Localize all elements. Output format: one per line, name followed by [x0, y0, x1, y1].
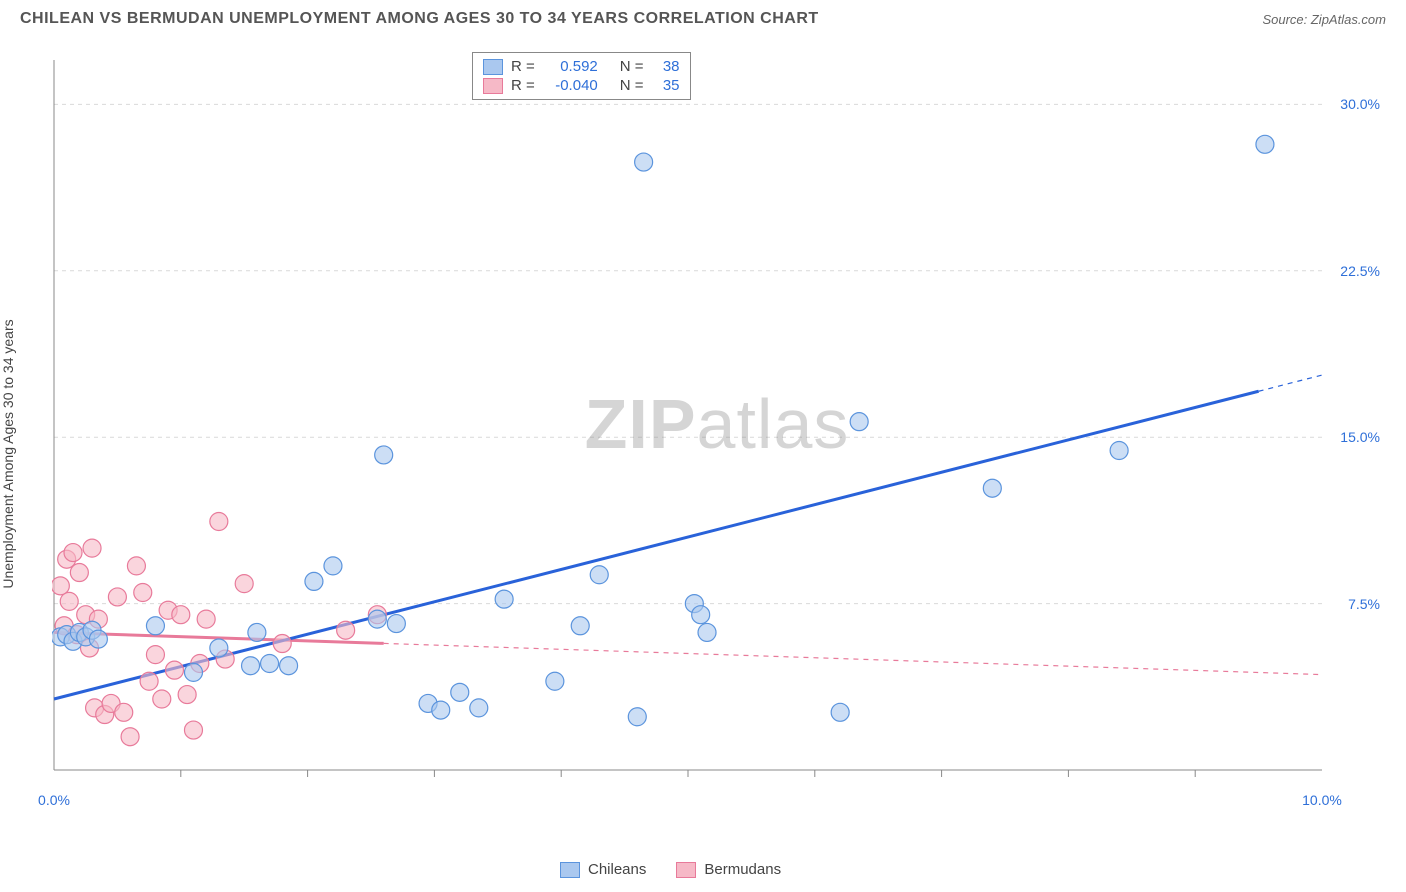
n-value: 35 [652, 77, 680, 94]
r-label: R = [511, 77, 535, 94]
legend-item: Bermudans [676, 861, 781, 878]
series-legend: Chileans Bermudans [560, 861, 781, 878]
source-attribution: Source: ZipAtlas.com [1262, 12, 1386, 27]
legend-swatch [676, 862, 696, 878]
legend-swatch [483, 59, 503, 75]
r-value: 0.592 [543, 58, 598, 75]
chart-area: ZIPatlas R = 0.592 N = 38 R = -0.040 N =… [52, 50, 1382, 830]
y-tick-label: 15.0% [1340, 429, 1380, 445]
legend-swatch [483, 78, 503, 94]
legend-label: Bermudans [704, 861, 781, 878]
legend-label: Chileans [588, 861, 646, 878]
r-value: -0.040 [543, 77, 598, 94]
stats-row: R = -0.040 N = 35 [479, 76, 684, 95]
x-tick-label: 0.0% [38, 792, 70, 808]
chart-title: CHILEAN VS BERMUDAN UNEMPLOYMENT AMONG A… [20, 10, 819, 28]
n-label: N = [620, 58, 644, 75]
legend-swatch [560, 862, 580, 878]
y-tick-label: 7.5% [1348, 596, 1380, 612]
correlation-stats-box: R = 0.592 N = 38 R = -0.040 N = 35 [472, 52, 691, 100]
stats-row: R = 0.592 N = 38 [479, 57, 684, 76]
r-label: R = [511, 58, 535, 75]
legend-item: Chileans [560, 861, 646, 878]
y-axis-label: Unemployment Among Ages 30 to 34 years [0, 319, 16, 588]
n-label: N = [620, 77, 644, 94]
n-value: 38 [652, 58, 680, 75]
y-tick-label: 22.5% [1340, 263, 1380, 279]
x-tick-label: 10.0% [1302, 792, 1342, 808]
chart-header: CHILEAN VS BERMUDAN UNEMPLOYMENT AMONG A… [0, 0, 1406, 33]
scatter-plot-svg [52, 50, 1382, 830]
y-tick-label: 30.0% [1340, 96, 1380, 112]
